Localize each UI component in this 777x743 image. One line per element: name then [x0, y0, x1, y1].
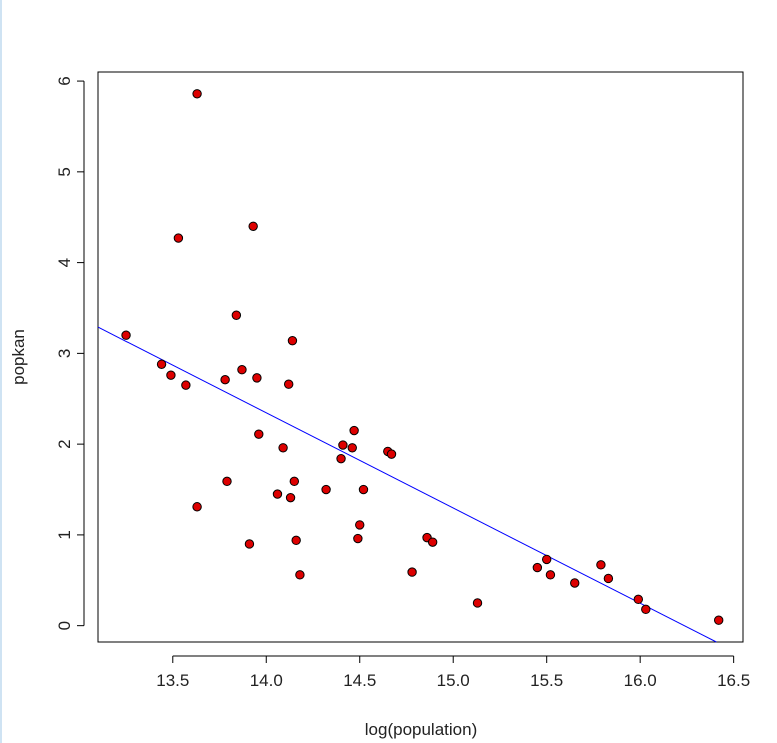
data-point	[283, 379, 294, 389]
regression-line	[97, 326, 717, 643]
x-tick-label: 16.0	[624, 671, 657, 690]
x-tick-label: 16.5	[717, 671, 750, 690]
data-point	[349, 425, 359, 436]
data-point	[713, 615, 724, 625]
data-point	[633, 594, 644, 605]
data-point	[336, 453, 346, 464]
x-axis-title: log(population)	[365, 720, 477, 739]
data-point	[407, 567, 417, 577]
y-tick-label: 6	[55, 76, 74, 85]
x-axis: 13.5 14.0 14.5 15.0 15.5 16.0 16.5	[156, 655, 750, 690]
data-point	[237, 365, 247, 375]
data-point	[222, 476, 232, 487]
data-point	[596, 560, 606, 570]
data-point	[295, 570, 305, 580]
data-point	[353, 533, 363, 544]
data-point	[192, 89, 202, 99]
y-tick-label: 4	[55, 258, 74, 267]
y-tick-label: 3	[55, 349, 74, 358]
data-point	[291, 535, 301, 546]
data-point	[386, 449, 397, 459]
data-point	[278, 443, 288, 453]
data-point	[358, 484, 369, 495]
data-point	[252, 373, 262, 383]
data-point	[427, 537, 438, 547]
data-point	[173, 233, 184, 243]
data-point	[231, 310, 242, 320]
data-point	[166, 370, 176, 380]
data-point	[287, 335, 298, 346]
data-point	[532, 562, 543, 573]
data-point	[192, 502, 202, 512]
data-point	[641, 604, 651, 615]
plot-frame	[97, 71, 744, 643]
y-axis-title: popkan	[9, 329, 28, 385]
data-point	[181, 380, 191, 390]
data-point	[541, 554, 552, 565]
data-point	[254, 429, 264, 439]
regression-line-group	[97, 326, 717, 643]
y-tick-label: 0	[55, 621, 74, 630]
data-point	[321, 484, 331, 495]
x-tick-label: 14.0	[250, 671, 283, 690]
data-point	[347, 443, 357, 453]
data-point	[603, 573, 614, 584]
data-point	[472, 598, 483, 608]
y-tick-label: 5	[55, 167, 74, 176]
data-point	[338, 440, 348, 450]
data-point	[355, 520, 365, 530]
data-point	[289, 476, 300, 487]
data-point	[156, 359, 167, 369]
data-point	[545, 570, 556, 580]
x-tick-label: 14.5	[343, 671, 376, 690]
x-tick-label: 13.5	[156, 671, 189, 690]
data-point	[285, 492, 296, 503]
data-point	[272, 489, 283, 499]
y-axis: 0 1 2 3 4 5 6	[55, 76, 85, 630]
data-point	[121, 330, 131, 340]
data-point	[570, 578, 580, 588]
x-tick-label: 15.5	[530, 671, 563, 690]
x-tick-label: 15.0	[437, 671, 470, 690]
window-left-edge	[0, 0, 2, 743]
data-point	[220, 374, 230, 385]
y-tick-label: 1	[55, 530, 74, 539]
data-points	[121, 89, 724, 625]
y-tick-label: 2	[55, 439, 74, 448]
data-point	[248, 221, 258, 231]
data-point	[244, 539, 255, 549]
